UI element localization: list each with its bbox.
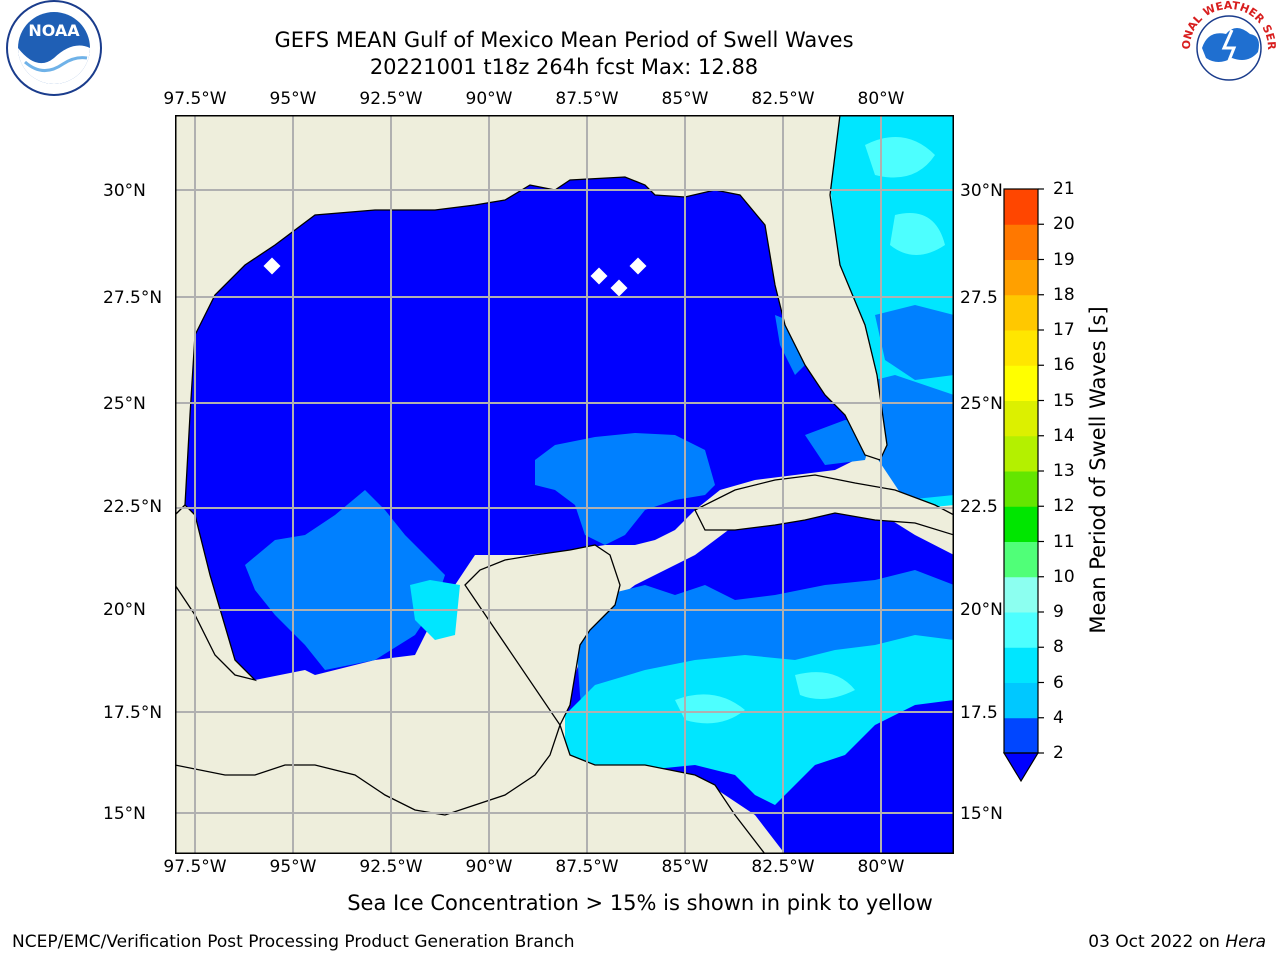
swell-band-8-9: [675, 672, 855, 724]
us-coast-land: [175, 115, 888, 516]
gulf-of-mexico-map: [175, 115, 954, 854]
colorbar-tick-label: 20: [1053, 214, 1075, 235]
chart-title: GEFS MEAN Gulf of Mexico Mean Period of …: [274, 28, 854, 52]
swell-band-4-6: [875, 305, 954, 380]
run-date: 03 Oct 2022 on: [1088, 932, 1226, 952]
lat-label-left: 15°N: [103, 804, 146, 824]
lon-label-bottom: 95°W: [269, 857, 317, 877]
colorbar-tick-label: 4: [1053, 707, 1064, 728]
lat-label-right: 20°N: [960, 600, 1003, 620]
colorbar-tick-label: 14: [1053, 425, 1075, 446]
lon-label-top: 95°W: [269, 89, 317, 109]
lat-label-left: 20°N: [103, 600, 146, 620]
missing-data-patch: [610, 279, 628, 297]
colorbar-tick-label: 9: [1053, 602, 1064, 622]
lon-label-bottom: 97.5°W: [163, 857, 227, 877]
colorbar-segment: [1004, 294, 1038, 331]
lon-label-top: 87.5°W: [555, 89, 619, 109]
colorbar-tick-label: 6: [1053, 672, 1064, 693]
lon-label-bottom: 90°W: [465, 857, 513, 877]
sea-ice-note: Sea Ice Concentration > 15% is shown in …: [347, 891, 933, 915]
lon-label-bottom: 87.5°W: [555, 857, 619, 877]
lat-label-right: 22.5: [960, 497, 998, 517]
colorbar-tick-label: 10: [1053, 566, 1075, 587]
lat-label-right: 25°N: [960, 394, 1003, 414]
colorbar-under-triangle: [1002, 752, 1040, 783]
missing-data-patch: [629, 257, 647, 275]
lon-label-bottom: 82.5°W: [751, 857, 815, 877]
lat-label-left: 30°N: [103, 181, 146, 201]
lon-label-top: 80°W: [857, 89, 905, 109]
colorbar-segment: [1004, 541, 1038, 578]
colorbar-tick-label: 18: [1053, 284, 1075, 305]
lon-label-bottom: 85°W: [661, 857, 709, 877]
lon-label-bottom: 80°W: [857, 857, 905, 877]
colorbar-segment: [1004, 259, 1038, 296]
colorbar-tick-label: 12: [1053, 496, 1075, 517]
producer-credit: NCEP/EMC/Verification Post Processing Pr…: [12, 932, 575, 952]
svg-text:NOAA: NOAA: [28, 21, 80, 40]
lat-label-left: 17.5°N: [103, 703, 163, 723]
lon-label-top: 92.5°W: [359, 89, 423, 109]
run-date-credit: 03 Oct 2022 on Hera: [1088, 932, 1266, 952]
colorbar: [1002, 188, 1044, 783]
colorbar-tick-label: 2: [1053, 743, 1064, 763]
lat-label-right: 30°N: [960, 181, 1003, 201]
lat-label-right: 15°N: [960, 804, 1003, 824]
lat-label-left: 25°N: [103, 394, 146, 414]
gridlines: [175, 115, 954, 854]
colorbar-tick-label: 17: [1053, 320, 1075, 340]
colorbar-tick-label: 11: [1053, 531, 1075, 552]
nws-logo-icon: NATIONAL WEATHER SERVICE: [1178, 0, 1278, 94]
lon-label-top: 82.5°W: [751, 89, 815, 109]
lon-label-bottom: 92.5°W: [359, 857, 423, 877]
lat-label-left: 27.5°N: [103, 288, 163, 308]
atlantic-light-patch: [865, 137, 945, 359]
colorbar-segment: [1004, 224, 1038, 260]
lon-label-top: 85°W: [661, 89, 709, 109]
lon-label-top: 90°W: [465, 89, 513, 109]
colorbar-tick-label: 15: [1053, 390, 1075, 411]
colorbar-segment: [1004, 471, 1038, 507]
colorbar-segment: [1004, 330, 1038, 366]
colorbar-segment: [1004, 682, 1038, 719]
colorbar-segment: [1004, 576, 1038, 613]
cuba-land: [694, 474, 954, 536]
missing-data-patch: [590, 267, 608, 285]
colorbar-tick-label: 21: [1053, 179, 1075, 199]
colorbar-tick-label: 16: [1053, 355, 1075, 376]
colorbar-segment: [1004, 647, 1038, 683]
colorbar-segment: [1004, 400, 1038, 437]
chart-subtitle: 20221001 t18z 264h fcst Max: 12.88: [369, 55, 759, 79]
colorbar-tick-label: 8: [1053, 637, 1064, 658]
lat-label-right: 27.5: [960, 288, 998, 308]
colorbar-segment: [1004, 435, 1038, 472]
colorbar-tick-label: 19: [1053, 249, 1075, 270]
yucatan-land: [175, 544, 954, 854]
noaa-logo-icon: NOAA: [6, 0, 102, 96]
lat-label-right: 17.5: [960, 703, 998, 723]
colorbar-segment: [1004, 506, 1038, 542]
lon-label-top: 97.5°W: [163, 89, 227, 109]
lat-label-left: 22.5°N: [103, 497, 163, 517]
colorbar-segment: [1004, 612, 1038, 648]
colorbar-segment: [1004, 189, 1038, 225]
colorbar-segment: [1004, 365, 1038, 401]
swell-band-6-8: [565, 635, 954, 805]
colorbar-tick-label: 13: [1053, 461, 1075, 481]
host-name: Hera: [1225, 932, 1266, 952]
swell-band-4-6: [245, 490, 445, 670]
colorbar-segment: [1004, 717, 1038, 754]
colorbar-label: Mean Period of Swell Waves [s]: [1086, 306, 1110, 634]
swell-band-4-6: [535, 433, 715, 545]
